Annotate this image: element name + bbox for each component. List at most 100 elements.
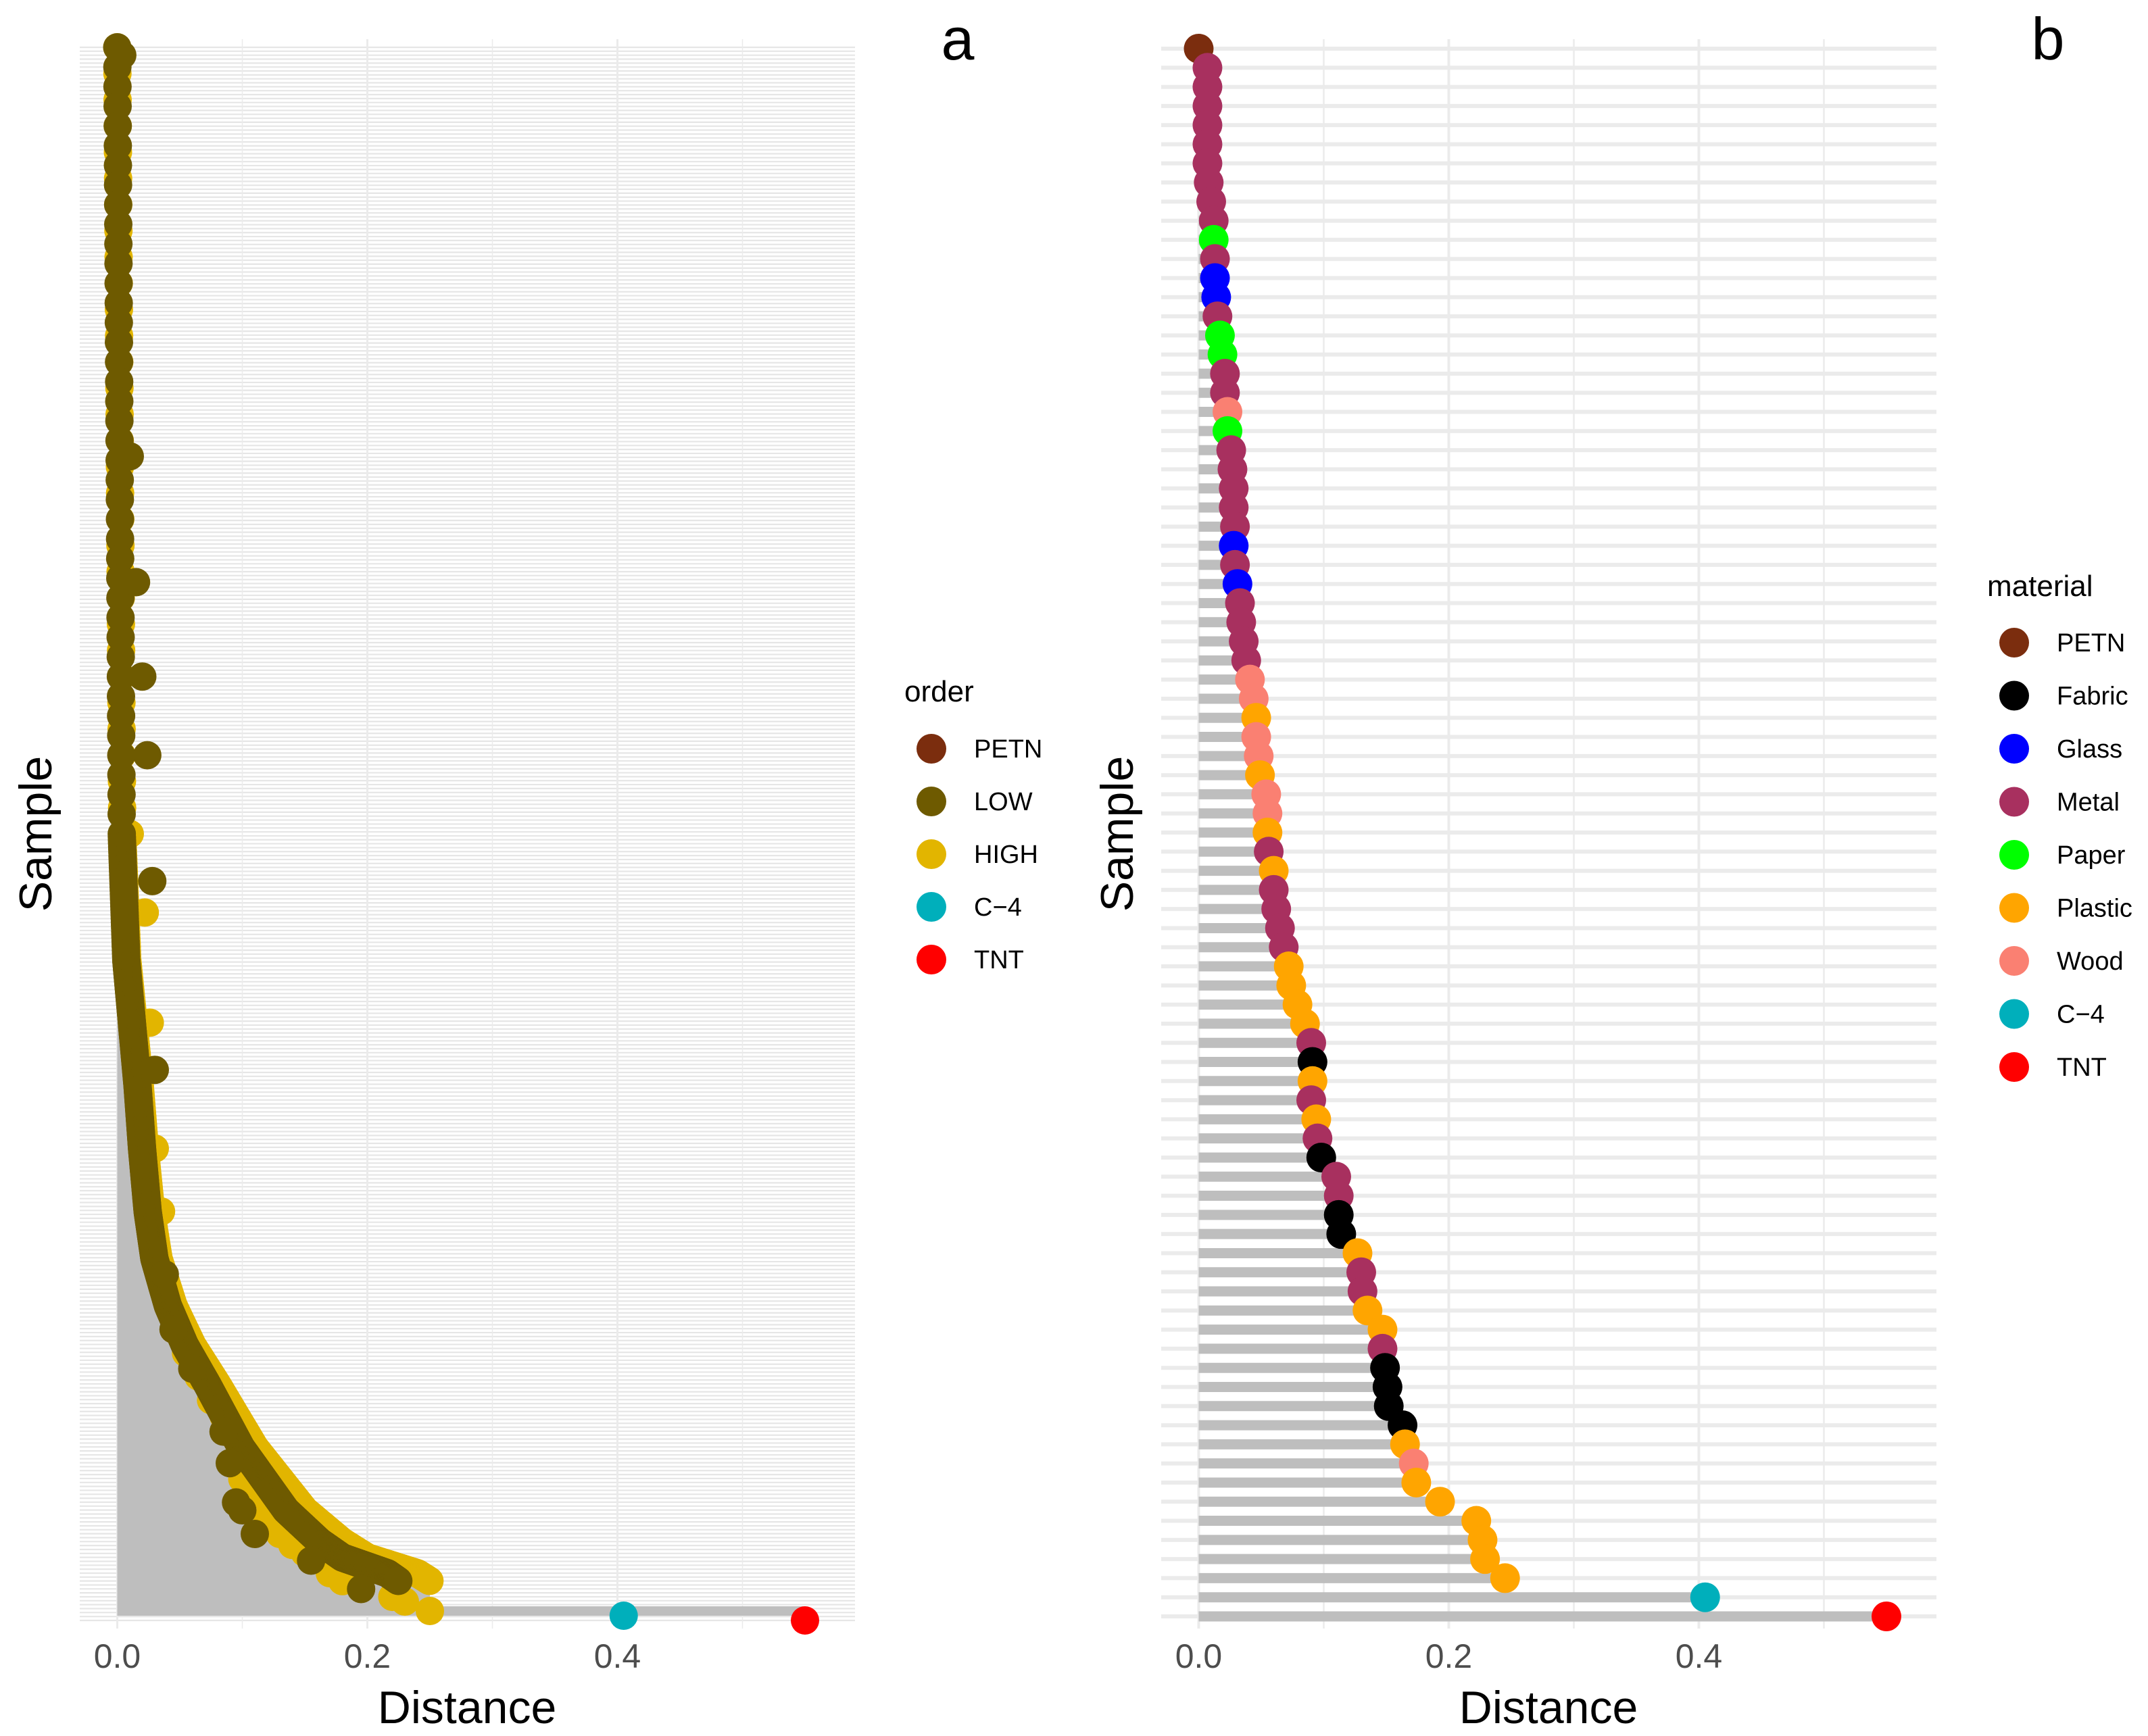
low-point — [105, 485, 135, 514]
low-point — [105, 544, 135, 573]
low-point — [132, 741, 162, 770]
legend-key — [1999, 893, 2029, 923]
low-point — [107, 41, 137, 70]
legend-key — [917, 892, 946, 922]
legend-key — [1999, 840, 2029, 870]
low-point — [105, 347, 134, 376]
low-point — [107, 780, 136, 809]
low-point — [241, 1519, 269, 1548]
x-tick-label: 0.0 — [94, 1637, 141, 1675]
panel-b-legend: material PETN Fabric Glass Metal Paper Plasti… — [1987, 570, 2132, 1082]
legend-key — [917, 945, 946, 974]
low-point — [103, 131, 132, 160]
legend-key — [1999, 946, 2029, 976]
low-point — [107, 799, 136, 828]
low-point — [107, 760, 136, 789]
low-point — [104, 269, 133, 298]
low-point — [105, 367, 134, 396]
low-point — [103, 72, 132, 101]
low-point — [105, 406, 134, 435]
low-point — [103, 151, 132, 180]
sample-point-tnt — [1872, 1602, 1901, 1631]
panel-a-legend: order PETN LOW HIGH C−4 TNT — [904, 675, 1042, 974]
legend-label: TNT — [2057, 1053, 2107, 1082]
panel-a: 0.0 0.2 0.4 Distance Sample a order PETN LO… — [10, 5, 1042, 1733]
sample-point-plastic — [1490, 1563, 1520, 1593]
panel-b-label: b — [2032, 5, 2065, 72]
low-point — [105, 387, 134, 416]
low-point — [141, 1056, 169, 1085]
panel-b-y-axis-label: Sample — [1092, 756, 1143, 912]
stem-area — [117, 47, 430, 1612]
panel-a-legend-title: order — [904, 675, 974, 708]
low-point — [128, 662, 157, 691]
low-point — [106, 603, 135, 632]
panel-b: 0.0 0.2 0.4 Distance Sample b material PET… — [1092, 5, 2132, 1733]
low-point — [228, 1496, 257, 1525]
low-point — [105, 505, 135, 534]
low-point — [103, 170, 132, 199]
panel-b-legend-title: material — [1987, 570, 2093, 603]
panel-b-stems — [1198, 62, 1886, 1622]
legend-label: Wood — [2057, 947, 2124, 976]
legend-label: Metal — [2057, 789, 2120, 817]
legend-label: Glass — [2057, 735, 2122, 764]
sample-point-c4 — [1690, 1582, 1720, 1612]
stem-long — [117, 1606, 805, 1616]
legend-key — [1999, 787, 2029, 817]
sample-point-plastic — [1470, 1544, 1500, 1574]
legend-key — [917, 734, 946, 764]
panel-a-label: a — [942, 5, 975, 72]
legend-label: HIGH — [974, 841, 1038, 869]
legend-label: Fabric — [2057, 683, 2128, 711]
low-point — [106, 643, 135, 672]
low-point — [105, 466, 135, 495]
low-point — [107, 701, 136, 730]
low-point — [106, 623, 135, 651]
legend-label: C−4 — [2057, 1001, 2105, 1029]
low-point — [178, 1354, 207, 1383]
tnt-point — [791, 1606, 819, 1635]
low-point — [106, 662, 135, 691]
panel-a-x-axis-label: Distance — [378, 1682, 557, 1733]
low-point — [116, 442, 144, 471]
legend-label: PETN — [974, 735, 1042, 764]
panel-a-x-ticks: 0.0 0.2 0.4 — [94, 1637, 641, 1675]
legend-key — [1999, 628, 2029, 658]
legend-key — [1999, 1052, 2029, 1082]
x-tick-label: 0.2 — [344, 1637, 391, 1675]
low-point — [159, 1315, 188, 1344]
x-tick-label: 0.4 — [1676, 1637, 1723, 1675]
legend-label: PETN — [2057, 629, 2125, 658]
low-point — [103, 190, 132, 219]
low-point — [103, 111, 132, 141]
low-point — [107, 741, 136, 770]
high-point — [416, 1597, 444, 1626]
legend-label: C−4 — [974, 893, 1022, 922]
low-point — [104, 230, 133, 258]
low-point — [150, 1260, 179, 1289]
panel-a-sample-rows — [80, 46, 855, 1622]
low-point — [297, 1546, 326, 1575]
panel-b-legend-items: PETN Fabric Glass Metal Paper Plastic Wood C−4 T… — [1999, 628, 2132, 1082]
panel-b-points — [1183, 34, 1901, 1631]
low-point — [122, 568, 151, 597]
panel-a-y-axis-label: Sample — [10, 756, 62, 912]
low-point — [384, 1566, 413, 1595]
legend-key — [1999, 680, 2029, 711]
legend-key — [1999, 734, 2029, 764]
legend-key — [917, 787, 946, 816]
panel-a-legend-items: PETN LOW HIGH C−4 TNT — [917, 734, 1042, 974]
x-tick-label: 0.2 — [1425, 1637, 1473, 1675]
low-point — [107, 721, 136, 750]
panel-b-x-axis-label: Distance — [1459, 1682, 1638, 1733]
low-point — [209, 1417, 238, 1446]
legend-label: TNT — [974, 946, 1024, 974]
low-point — [103, 209, 132, 239]
low-point — [216, 1449, 244, 1478]
low-point — [138, 866, 167, 895]
c4-point — [609, 1602, 638, 1631]
legend-label: Plastic — [2057, 895, 2132, 923]
low-point — [347, 1574, 376, 1604]
